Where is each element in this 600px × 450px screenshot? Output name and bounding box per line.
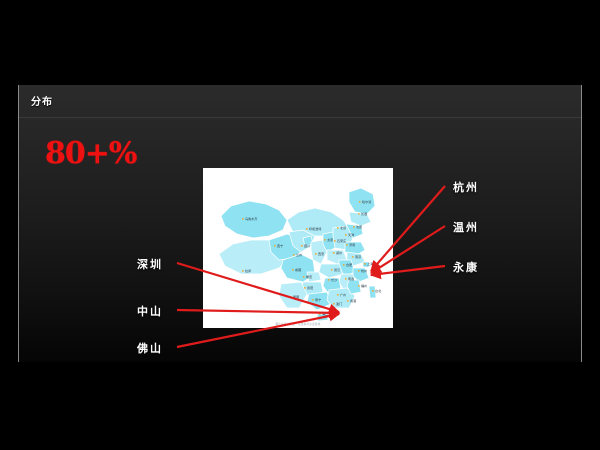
map-city-dot (327, 279, 330, 281)
map-city-label: 昆明 (293, 294, 299, 299)
map-city-label: 哈尔滨 (362, 199, 371, 204)
map-city-label: 郑州 (336, 250, 342, 255)
map-city-label: 香港 (350, 298, 357, 303)
map-city-label: 银川 (304, 243, 310, 248)
map-city-dot (273, 245, 276, 247)
map-city-dot (289, 296, 292, 298)
map-city-dot (291, 269, 294, 271)
map-city-label: 石家庄 (337, 238, 346, 243)
map-city-dot (345, 244, 348, 246)
map-city-dot (358, 201, 361, 203)
map-city-dot (344, 278, 347, 280)
map-city-dot (333, 240, 336, 242)
map-city-label: 南昌 (348, 276, 354, 281)
map-city-dot (342, 264, 345, 266)
map-city-label: 呼和浩特 (309, 226, 321, 231)
map-city-dot (332, 252, 335, 254)
map-city-dot (351, 256, 354, 258)
callout-label-right-1: 杭州 (453, 181, 479, 194)
map-city-label: 南宁 (315, 297, 321, 302)
map-city-label: 海口 (322, 311, 328, 316)
map-city-dot (241, 218, 244, 220)
map-city-dot (305, 228, 308, 230)
map-city-label: 杭州 (361, 268, 367, 273)
map-city-dot (352, 226, 355, 228)
map-city-label: 台北 (375, 288, 382, 293)
map-city-label: 重庆 (306, 274, 312, 279)
map-city-dot (300, 245, 303, 247)
map-city-dot (314, 253, 317, 255)
callout-label-right-2: 温州 (453, 221, 479, 234)
map-city-dot (302, 276, 305, 278)
china-map-image: 乌鲁木齐 哈尔滨长春沈阳 呼和浩特 北京 天津 石家庄 太原济南 西宁 银川郑州 兰州 西安南京 合肥… (203, 168, 393, 328)
callout-label-right-3: 永康 (453, 261, 479, 274)
map-city-label: 太原 (327, 237, 333, 242)
map-city-label: 西安 (318, 251, 324, 256)
map-city-label: 广州 (340, 292, 346, 297)
map-city-dot (344, 234, 347, 236)
map-city-dot (357, 285, 360, 287)
map-city-dot (323, 239, 326, 241)
map-city-label: 乌鲁木齐 (245, 216, 257, 221)
map-city-dot (346, 300, 349, 302)
callout-label-left-2: 中山 (137, 305, 163, 318)
map-city-label: 西宁 (277, 243, 283, 248)
map-city-dot (303, 287, 306, 289)
map-city-label: 澳门 (336, 301, 342, 306)
map-city-dot (363, 263, 366, 265)
map-city-label: 武汉 (334, 267, 340, 272)
map-city-label: 南京 (355, 254, 361, 259)
map-city-label: 济南 (349, 242, 355, 247)
callout-label-left-1: 深圳 (137, 258, 163, 271)
map-city-label: 成都 (295, 267, 301, 272)
map-city-label: 拉萨 (245, 268, 251, 273)
page-title: 分布 (31, 97, 53, 108)
map-credit-text: 图片来源于网络 · 仅供参考示意使用 (275, 323, 321, 326)
map-city-dot (311, 299, 314, 301)
map-city-label: 沈阳 (356, 224, 362, 229)
map-city-dot (292, 254, 295, 256)
stat-percentage: 80+% (45, 136, 137, 171)
map-city-dot (336, 227, 339, 229)
map-city-label: 兰州 (296, 252, 302, 257)
map-city-label: 福州 (361, 283, 367, 288)
map-city-dot (332, 303, 335, 305)
map-city-dot (336, 294, 339, 296)
map-city-dot (371, 290, 374, 292)
map-city-dot (357, 270, 360, 272)
map-city-dot (318, 313, 321, 315)
slide-panel: 分布 80+% (18, 85, 582, 362)
map-city-dot (330, 269, 333, 271)
map-city-label: 长春 (361, 211, 367, 216)
map-city-dot (357, 213, 360, 215)
map-city-dot (241, 270, 244, 272)
map-city-label: 天津 (348, 232, 354, 237)
callout-label-left-3: 佛山 (137, 342, 163, 355)
map-city-label: 长沙 (331, 277, 337, 282)
map-city-label: 北京 (340, 225, 346, 230)
slide-header: 分布 (19, 85, 581, 118)
map-city-label: 贵阳 (307, 285, 313, 290)
map-city-label: 上海 (367, 261, 373, 266)
map-city-label: 合肥 (346, 262, 352, 267)
